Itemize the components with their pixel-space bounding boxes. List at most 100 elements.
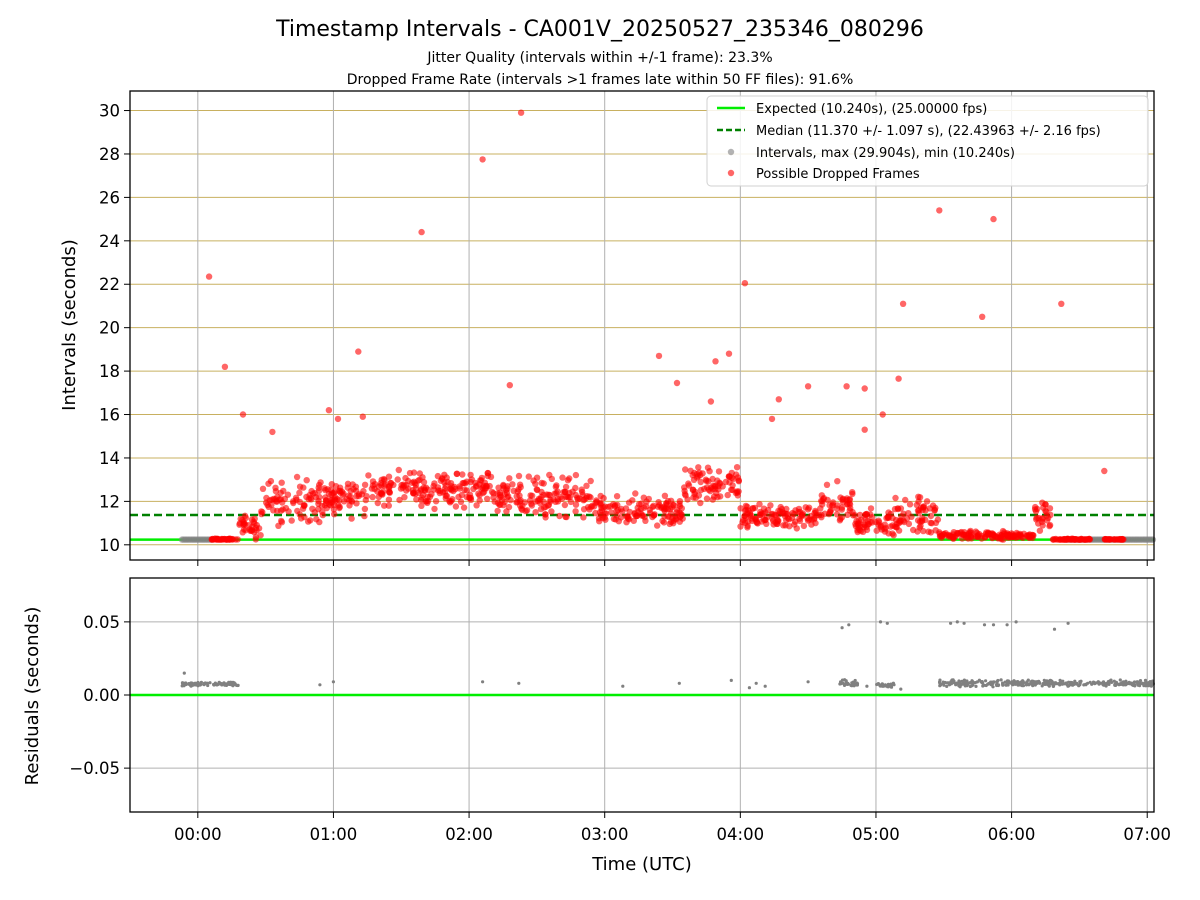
- dropped-frame-point: [467, 471, 474, 479]
- dropped-frame-point: [625, 499, 633, 506]
- dropped-frame-point: [861, 426, 868, 433]
- dropped-frame-point: [593, 497, 600, 504]
- residual-point: [199, 680, 203, 685]
- legend-intervals-label: Intervals, max (29.904s), min (10.240s): [756, 146, 1015, 161]
- top-y-axis-label: Intervals (seconds): [59, 239, 80, 411]
- dropped-frame-point: [724, 491, 731, 499]
- residual-point: [729, 678, 733, 683]
- dropped-frame-point: [236, 520, 244, 527]
- dropped-frame-point: [436, 489, 443, 497]
- residual-point: [971, 683, 975, 687]
- dropped-frame-point: [385, 473, 393, 480]
- dropped-frame-point: [346, 502, 353, 509]
- dropped-frame-point: [561, 501, 569, 509]
- top-y-tick-label: 22: [99, 275, 120, 294]
- dropped-frame-point: [418, 502, 425, 509]
- dropped-frame-point: [682, 492, 689, 499]
- dropped-frame-point: [844, 511, 851, 518]
- residual-point: [1138, 679, 1143, 683]
- residual-point: [1104, 681, 1108, 686]
- residual-point: [996, 683, 1000, 688]
- top-y-tick-label: 10: [99, 536, 120, 555]
- residual-point: [938, 683, 943, 687]
- residual-point: [977, 678, 982, 682]
- dropped-frame-point: [753, 518, 760, 525]
- dropped-frame-point: [733, 464, 741, 471]
- dropped-frame-point: [927, 519, 934, 526]
- dropped-frame-point: [749, 505, 756, 512]
- residual-point: [846, 682, 851, 686]
- dropped-frame-point: [565, 494, 572, 501]
- dropped-frame-point: [517, 502, 524, 509]
- residual-point: [886, 683, 891, 687]
- dropped-frame-point: [410, 469, 418, 476]
- top-y-tick-label: 28: [99, 145, 120, 164]
- legend-intervals-swatch: [727, 148, 735, 156]
- dropped-frame-point: [296, 483, 304, 490]
- residual-point: [187, 682, 191, 686]
- dropped-frame-point: [772, 519, 779, 526]
- residual-point: [1052, 627, 1057, 631]
- dropped-frame-point: [488, 488, 496, 496]
- jitter-quality-subtitle: Jitter Quality (intervals within +/-1 fr…: [426, 50, 772, 66]
- dropped-frame-point: [1046, 505, 1054, 512]
- x-tick-label: 01:00: [310, 825, 358, 844]
- residual-point: [844, 679, 848, 684]
- dropped-frame-point: [695, 464, 702, 471]
- dropped-frame-point: [269, 428, 276, 436]
- residual-point: [1118, 678, 1122, 682]
- dropped-frame-point: [1030, 532, 1037, 539]
- residual-point: [208, 681, 212, 685]
- legend-dropped-swatch: [727, 169, 735, 177]
- dropped-frame-point: [767, 502, 774, 509]
- dropped-frame-point: [459, 471, 466, 478]
- x-tick-label: 00:00: [174, 825, 222, 844]
- dropped-frame-point: [1008, 533, 1016, 540]
- residual-point: [945, 681, 949, 685]
- dropped-frame-point: [768, 415, 776, 423]
- x-tick-label: 03:00: [581, 825, 629, 844]
- dropped-frame-point: [613, 512, 620, 519]
- residual-point: [1053, 682, 1057, 686]
- residual-point: [1058, 678, 1062, 682]
- dropped-frame-point: [640, 494, 647, 501]
- dropped-frame-point: [697, 486, 705, 494]
- residual-point: [1003, 680, 1007, 684]
- residual-point: [990, 683, 994, 687]
- dropped-frame-point: [476, 497, 483, 504]
- dropped-frame-point: [854, 528, 861, 536]
- residual-point: [949, 680, 953, 684]
- dropped-frame-point: [811, 514, 818, 522]
- residual-point: [965, 680, 969, 684]
- dropped-frame-point: [495, 484, 502, 491]
- dropped-frame-point: [798, 513, 805, 520]
- dropped-frame-point: [381, 502, 388, 509]
- dropped-frame-point: [908, 513, 915, 520]
- residual-point: [1107, 682, 1111, 687]
- top-y-tick-label: 12: [99, 492, 120, 511]
- dropped-frame-point: [691, 490, 698, 498]
- dropped-frame-point: [456, 485, 463, 492]
- dropped-frame-point: [712, 358, 719, 365]
- dropped-frame-point: [510, 487, 517, 495]
- dropped-frame-point: [979, 313, 986, 320]
- dropped-frame-point: [325, 407, 333, 414]
- residual-point: [1128, 682, 1132, 686]
- residual-point: [1101, 683, 1105, 687]
- residual-point: [840, 626, 844, 630]
- bottom-y-axis-label: Residuals (seconds): [22, 607, 43, 786]
- dropped-frame-point: [416, 470, 423, 477]
- dropped-frame-point: [525, 473, 532, 480]
- dropped-frame-point: [424, 499, 431, 506]
- dropped-frame-point: [517, 109, 525, 116]
- dropped-frame-point: [315, 500, 322, 507]
- dropped-frame-point: [741, 513, 748, 520]
- dropped-frame-point: [833, 511, 841, 518]
- residual-point: [982, 623, 987, 627]
- dropped-frame-point: [398, 481, 405, 489]
- residual-point: [982, 683, 986, 687]
- dropped-frame-point: [263, 494, 270, 502]
- top-y-tick-label: 30: [99, 102, 120, 121]
- residual-point: [999, 678, 1003, 682]
- residual-point: [865, 684, 869, 688]
